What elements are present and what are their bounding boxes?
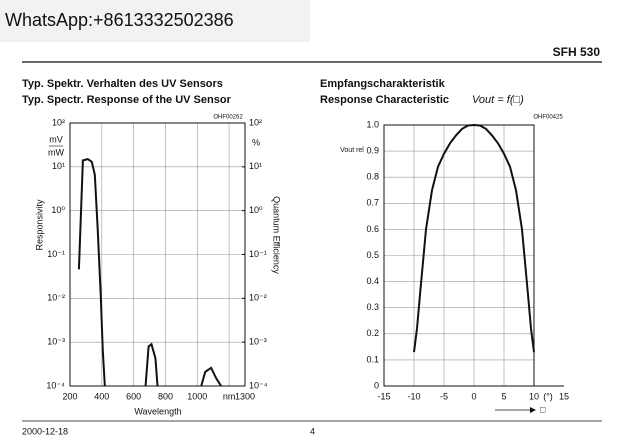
y2-tick-label: 10² [249,117,262,127]
x-tick-label: -15 [377,391,390,401]
y2-axis-label: Quantum Efficiency [272,196,282,274]
y-unit: mW [48,147,64,157]
y-tick-label: 0.3 [366,302,379,312]
part-number: SFH 530 [553,45,601,59]
y-tick-label: 0.9 [366,145,379,155]
x-unit: (°) [543,391,553,401]
y-tick-label: 0 [374,380,379,390]
y2-tick-label: 10¹ [249,161,262,171]
figure-code: OHF00262 [213,115,243,121]
x-tick-label: -5 [440,391,448,401]
x-tick-label: 15 [559,391,569,401]
y-tick-label: 1.0 [366,119,379,129]
chart-subtitle: Typ. Spectr. Response of the UV Sensor [22,94,232,106]
data-line [200,366,222,387]
y-tick-label: 0.4 [366,276,379,286]
y-tick-label: 0.5 [366,250,379,260]
plot-frame [383,124,535,387]
x-tick-label: 800 [158,391,173,401]
y2-unit: % [252,137,260,147]
y-tick-label: 10² [52,117,65,127]
y-tick-label: 10⁻¹ [47,249,65,259]
x-tick-label: nm [223,391,236,401]
x-tick-label: 200 [62,391,77,401]
x-tick-label: 0 [471,391,476,401]
y-tick-label: 10¹ [52,161,65,171]
y2-tick-label: 10⁻² [249,293,267,303]
y-tick-label: 10⁰ [51,205,65,215]
x-tick-label: 5 [501,391,506,401]
y2-tick-label: 10⁻³ [249,337,267,347]
y-tick-label: 10⁻⁴ [46,380,65,390]
x-tick-label: 1000 [187,391,207,401]
x-arrow-label: □ [540,404,546,414]
data-line [144,342,159,387]
chart-title: Empfangscharakteristik [320,78,446,90]
y-tick-label: 0.7 [366,198,379,208]
x-tick-label: -10 [407,391,420,401]
x-axis-label: Wavelength [134,406,181,416]
y-tick-label: 10⁻² [47,293,65,303]
x-tick-label: 400 [94,391,109,401]
x-tick-label: 600 [126,391,141,401]
y-unit: mV [49,134,63,144]
x-arrow-head [530,407,536,413]
y-tick-label: 0.2 [366,328,379,338]
contact-box [0,0,310,42]
figure-code: OHF00425 [533,115,563,121]
date: 2000-12-18 [22,426,68,436]
y-axis-label: Vout rel [340,147,364,154]
y-tick-label: 0.1 [366,354,379,364]
x-tick-label: 10 [529,391,539,401]
y-tick-label: 0.6 [366,224,379,234]
data-line [77,158,106,387]
chart-title: Typ. Spektr. Verhalten des UV Sensors [22,78,223,90]
y2-tick-label: 10⁻⁴ [249,380,268,390]
y2-tick-label: 10⁰ [249,205,263,215]
contact: WhatsApp:+8613332502386 [5,10,234,30]
x-tick-label: 1300 [235,391,255,401]
formula: Vout = f(□) [472,94,524,106]
page-number: 4 [310,426,315,436]
y2-tick-label: 10⁻¹ [249,249,267,259]
y-tick-label: 0.8 [366,172,379,182]
chart-subtitle: Response Characteristic [320,94,449,106]
y-tick-label: 10⁻³ [47,337,65,347]
y-axis-label: Responsivity [34,199,44,251]
data-line [413,123,535,353]
